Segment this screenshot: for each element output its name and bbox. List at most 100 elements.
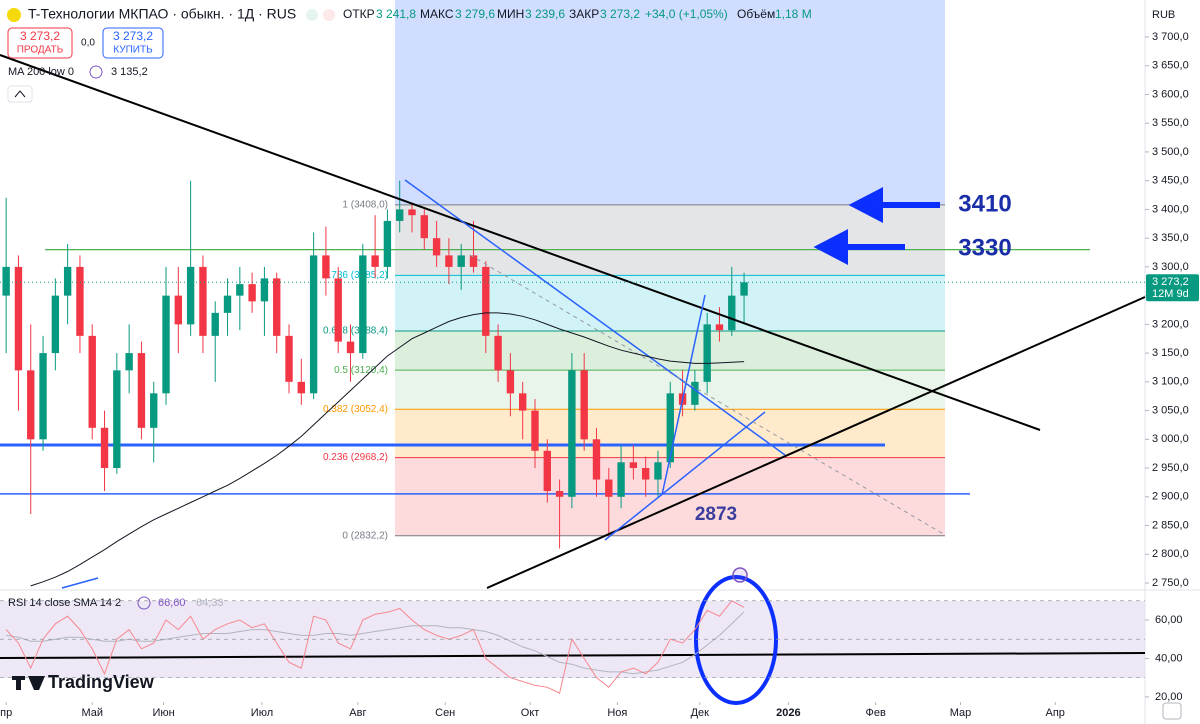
- trend-line: [0, 54, 1041, 431]
- y-tick-label: 3 000,0: [1152, 433, 1189, 445]
- candle-body: [273, 278, 281, 336]
- candle-body: [334, 278, 342, 342]
- status-icon: [323, 9, 335, 21]
- candle-body: [27, 370, 35, 440]
- fib-label: 0.382 (3052,4): [323, 404, 388, 415]
- sell-price[interactable]: 3 273,2: [20, 29, 60, 43]
- collapse-button[interactable]: [7, 85, 33, 103]
- rsi-legend: RSI 14 close SMA 14 2: [8, 597, 121, 609]
- candle-body: [592, 439, 601, 480]
- buy-price[interactable]: 3 273,2: [113, 29, 153, 43]
- candle-body: [740, 282, 748, 296]
- y-tick-label: 3 350,0: [1152, 232, 1189, 244]
- candle-body: [482, 266, 490, 336]
- candle-body: [605, 479, 613, 497]
- y-tick-label: 3 300,0: [1152, 261, 1189, 273]
- candle-body: [236, 284, 244, 296]
- candle-body: [297, 381, 306, 394]
- candle-body: [76, 266, 84, 336]
- trend-line: [486, 296, 1146, 589]
- collapse-icon[interactable]: [14, 90, 26, 98]
- x-tick-label: Июл: [251, 707, 273, 719]
- spread: 0,0: [81, 38, 95, 49]
- fibonacci: 1 (3408,0) 0.786 (3285,2) 0.618 (3188,4) 0.…: [323, 199, 945, 541]
- y-tick-label: 3 400,0: [1152, 203, 1189, 215]
- y-tick-label: 2 750,0: [1152, 577, 1189, 589]
- y-tick-label: 2 900,0: [1152, 491, 1189, 503]
- candle-body: [371, 255, 379, 267]
- candle-body: [703, 324, 711, 382]
- alert-icon: [732, 567, 748, 583]
- candle-body: [531, 410, 539, 451]
- y-tick-label: 3 700,0: [1152, 31, 1189, 43]
- candle-body: [39, 353, 47, 440]
- candle-body: [543, 450, 551, 492]
- y-tick-label: 3 050,0: [1152, 404, 1189, 416]
- x-tick-label: Окт: [521, 707, 540, 719]
- ohlc-label: ЗАКР: [569, 7, 599, 21]
- ohlc-label: ОТКР: [343, 7, 375, 21]
- candle-body: [322, 255, 330, 279]
- sell-button[interactable]: 3 273,2 ПРОДАТЬ: [7, 27, 73, 59]
- candle-body: [580, 370, 588, 440]
- fib-label: 0.236 (2968,2): [323, 452, 388, 463]
- fib-label: 0 (2832,2): [342, 530, 388, 541]
- buy-label[interactable]: КУПИТЬ: [113, 45, 153, 56]
- y-tick-label: 3 550,0: [1152, 117, 1189, 129]
- candle-body: [248, 284, 256, 302]
- ohlc-value: 3 279,6: [455, 7, 495, 21]
- range-highlight: [395, 0, 945, 205]
- arrow: [813, 229, 905, 265]
- ohlc-value: 3 241,8: [376, 7, 416, 21]
- y-tick-label: 2 850,0: [1152, 519, 1189, 531]
- sell-label[interactable]: ПРОДАТЬ: [17, 45, 64, 56]
- candle-body: [666, 393, 674, 463]
- fib-label: 1 (3408,0): [342, 199, 388, 210]
- candle-body: [432, 238, 441, 256]
- candles: [2, 180, 748, 549]
- y-tick-label: 2 950,0: [1152, 462, 1189, 474]
- fib-zone: [395, 204, 945, 276]
- candle-body: [445, 255, 453, 267]
- drawings: [0, 54, 1146, 705]
- candle-body: [506, 370, 515, 394]
- settings-icon[interactable]: [137, 596, 151, 610]
- trend-line: [604, 411, 766, 541]
- trend-line: [61, 577, 99, 589]
- candle-body: [211, 312, 219, 336]
- candle-body: [2, 266, 10, 296]
- candle-body: [223, 295, 232, 313]
- last-price-box: [1146, 274, 1199, 302]
- y-tick-label: 3 650,0: [1152, 60, 1189, 72]
- fib-label: 0.5 (3120,4): [334, 365, 388, 376]
- sell-box[interactable]: [7, 27, 73, 59]
- y-tick-label: 3 100,0: [1152, 376, 1189, 388]
- buy-box[interactable]: [102, 27, 164, 59]
- candle-body: [285, 335, 293, 382]
- x-tick-label: Авг: [349, 707, 366, 719]
- candle-body: [359, 255, 367, 354]
- ohlc-value: 3 273,2: [600, 7, 640, 21]
- x-tick-label: Май: [81, 707, 103, 719]
- annotation: 3410: [958, 190, 1011, 217]
- candle-body: [63, 266, 72, 296]
- fib-zone: [395, 275, 945, 332]
- fib-label: 0.618 (3188,4): [323, 326, 388, 337]
- buy-button[interactable]: 3 273,2 КУПИТЬ: [102, 27, 164, 59]
- candle-body: [125, 353, 133, 371]
- x-tick-label: пр: [0, 707, 12, 719]
- settings-icon[interactable]: [89, 65, 103, 79]
- fib-zone: [395, 331, 945, 371]
- change: +34,0 (+1,05%): [645, 7, 728, 21]
- fib-zone: [395, 457, 945, 536]
- annotation: 3330: [958, 234, 1011, 261]
- candle-body: [420, 215, 428, 239]
- countdown: 12M 9d: [1152, 288, 1189, 300]
- settings-button[interactable]: [1162, 702, 1182, 720]
- candle-body: [568, 370, 576, 497]
- annotation: 2873: [695, 504, 737, 525]
- axes: 3 700,0 3 650,0 3 600,0 3 550,0 3 500,0 3 450…: [0, 31, 1199, 719]
- candle-body: [186, 266, 195, 325]
- candle-body: [457, 255, 465, 267]
- x-tick-label: Мар: [950, 707, 972, 719]
